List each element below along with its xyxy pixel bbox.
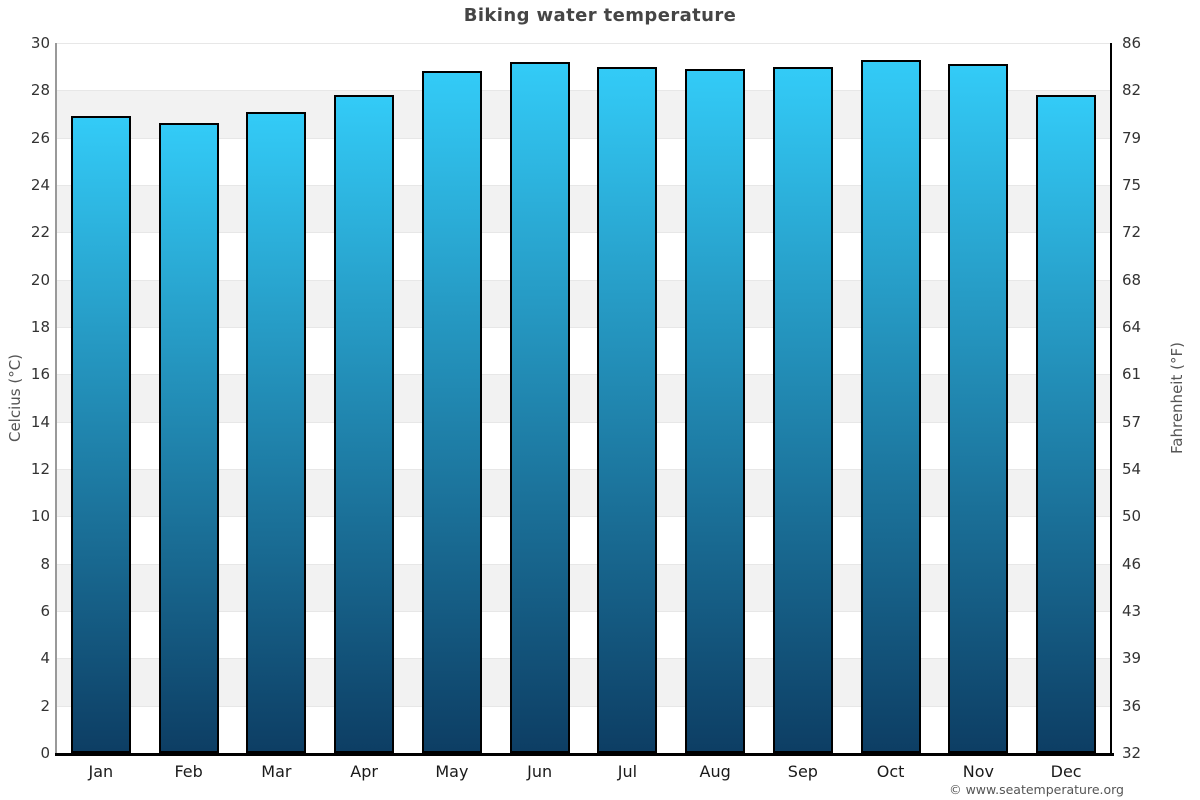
y-tick-celsius-22: 22 bbox=[30, 223, 50, 242]
y-tick-fahrenheit-72: 72 bbox=[1122, 223, 1142, 242]
x-label-may: May bbox=[435, 762, 469, 781]
y-tick-fahrenheit-43: 43 bbox=[1122, 602, 1142, 620]
x-label-dec: Dec bbox=[1050, 762, 1082, 781]
grid-band bbox=[57, 658, 1110, 706]
grid-band bbox=[57, 327, 1110, 375]
y-tick-celsius-6: 6 bbox=[40, 602, 50, 620]
bar-may bbox=[421, 71, 482, 753]
y-tick-celsius-28: 28 bbox=[30, 81, 50, 100]
grid-band bbox=[57, 611, 1110, 659]
y-tick-fahrenheit-54: 54 bbox=[1122, 460, 1142, 478]
y-axis-line-left bbox=[55, 43, 57, 753]
y-tick-celsius-0: 0 bbox=[40, 744, 50, 762]
grid-band bbox=[57, 137, 1110, 185]
grid-band bbox=[57, 563, 1110, 611]
y-tick-celsius-16: 16 bbox=[30, 365, 50, 384]
y-tick-celsius-4: 4 bbox=[40, 649, 50, 668]
y-tick-fahrenheit-61: 61 bbox=[1122, 365, 1142, 384]
x-label-aug: Aug bbox=[699, 762, 731, 781]
x-label-oct: Oct bbox=[876, 762, 905, 781]
y-tick-fahrenheit-32: 32 bbox=[1122, 744, 1142, 762]
y-tick-celsius-20: 20 bbox=[30, 270, 50, 289]
bar-nov bbox=[948, 64, 1009, 753]
bar-aug bbox=[685, 69, 746, 753]
y-tick-celsius-30: 30 bbox=[30, 34, 50, 52]
x-label-sep: Sep bbox=[787, 762, 818, 781]
bar-mar bbox=[246, 111, 307, 753]
bar-apr bbox=[334, 95, 395, 753]
y-tick-fahrenheit-39: 39 bbox=[1122, 649, 1142, 668]
bar-jul bbox=[597, 66, 658, 753]
y-axis-title-fahrenheit: Fahrenheit (°F) bbox=[1168, 342, 1186, 454]
y-tick-fahrenheit-57: 57 bbox=[1122, 412, 1142, 431]
bar-jun bbox=[509, 61, 570, 753]
y-tick-fahrenheit-64: 64 bbox=[1122, 318, 1142, 336]
grid-band bbox=[57, 421, 1110, 469]
grid-band bbox=[57, 43, 1110, 91]
bar-sep bbox=[772, 66, 833, 753]
grid-band bbox=[57, 705, 1110, 753]
bar-dec bbox=[1036, 95, 1097, 753]
y-tick-fahrenheit-50: 50 bbox=[1122, 507, 1142, 526]
x-label-mar: Mar bbox=[261, 762, 292, 781]
y-tick-celsius-10: 10 bbox=[30, 507, 50, 526]
grid-band bbox=[57, 469, 1110, 517]
y-tick-celsius-26: 26 bbox=[30, 128, 50, 147]
x-axis-line bbox=[55, 753, 1114, 756]
grid-band bbox=[57, 279, 1110, 327]
y-tick-celsius-24: 24 bbox=[30, 176, 50, 194]
x-label-jun: Jun bbox=[527, 762, 553, 781]
y-tick-celsius-14: 14 bbox=[30, 412, 50, 431]
y-tick-fahrenheit-36: 36 bbox=[1122, 696, 1142, 715]
y-tick-celsius-8: 8 bbox=[40, 554, 50, 573]
bar-oct bbox=[860, 59, 921, 753]
x-label-feb: Feb bbox=[174, 762, 203, 781]
y-tick-fahrenheit-68: 68 bbox=[1122, 270, 1142, 289]
grid-band bbox=[57, 516, 1110, 564]
y-tick-fahrenheit-82: 82 bbox=[1122, 81, 1142, 100]
copyright-text: © www.seatemperature.org bbox=[949, 782, 1124, 797]
x-label-nov: Nov bbox=[962, 762, 994, 781]
grid-band bbox=[57, 185, 1110, 233]
x-label-jul: Jul bbox=[617, 762, 638, 781]
y-tick-celsius-18: 18 bbox=[30, 318, 50, 336]
y-tick-fahrenheit-79: 79 bbox=[1122, 128, 1142, 147]
grid-band bbox=[57, 90, 1110, 138]
y-tick-celsius-12: 12 bbox=[30, 460, 50, 478]
bar-feb bbox=[158, 123, 219, 753]
y-axis-line-right bbox=[1110, 43, 1112, 753]
chart-title: Biking water temperature bbox=[463, 5, 737, 26]
grid-band bbox=[57, 232, 1110, 280]
grid-band bbox=[57, 374, 1110, 422]
plot-area bbox=[57, 43, 1110, 753]
y-tick-fahrenheit-46: 46 bbox=[1122, 554, 1142, 573]
y-tick-celsius-2: 2 bbox=[40, 696, 50, 715]
x-label-apr: Apr bbox=[350, 762, 378, 781]
y-tick-fahrenheit-86: 86 bbox=[1122, 34, 1142, 52]
bar-jan bbox=[70, 116, 131, 753]
x-label-jan: Jan bbox=[88, 762, 114, 781]
y-tick-fahrenheit-75: 75 bbox=[1122, 176, 1142, 194]
